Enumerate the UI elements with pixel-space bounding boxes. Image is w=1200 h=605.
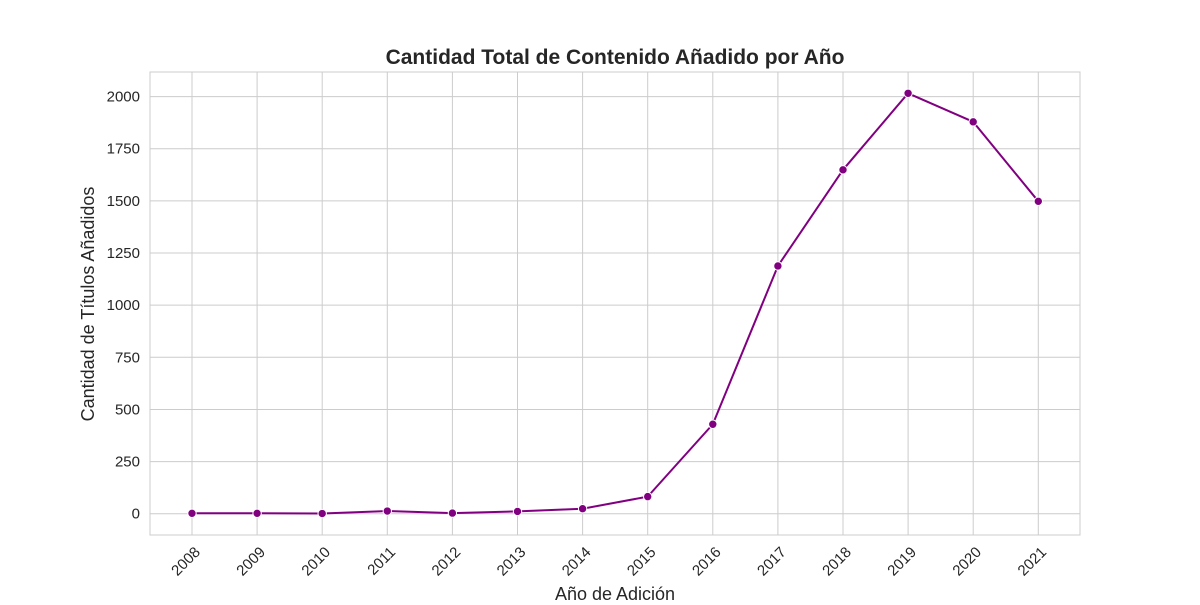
data-point-2013 (512, 506, 523, 517)
x-tick-label-2013: 2013 (494, 544, 530, 580)
y-tick-label-2000: 2000 (107, 89, 140, 106)
data-point-2011 (382, 506, 392, 516)
data-point-2009 (252, 508, 262, 519)
data-point-2012 (447, 508, 458, 518)
x-tick-label-2018: 2018 (819, 544, 855, 580)
y-tick-label-1250: 1250 (107, 245, 140, 262)
series-line-0 (192, 92, 1040, 515)
x-axis-label: Año de Adición (555, 584, 675, 600)
y-tick-label-1500: 1500 (107, 193, 140, 210)
x-tick-label-2019: 2019 (884, 544, 920, 580)
y-tick-label-1000: 1000 (107, 297, 140, 314)
x-tick-label-2020: 2020 (949, 544, 985, 580)
data-point-2016 (708, 419, 718, 429)
y-tick-label-500: 500 (115, 401, 140, 418)
x-tick-label-2008: 2008 (168, 544, 204, 580)
y-tick-label-250: 250 (115, 454, 140, 471)
y-tick-label-0: 0 (132, 506, 140, 523)
y-axis-ticks: 0 250 500 750 1000 1250 1500 1750 2000 (107, 89, 140, 523)
x-tick-label-2010: 2010 (298, 544, 334, 580)
data-point-2015 (643, 491, 653, 502)
grid-lines (150, 72, 1080, 535)
x-axis-ticks: 2008 2009 2010 2011 2012 2013 2014 2015 2016 2017… (168, 544, 1050, 580)
x-tick-label-2021: 2021 (1015, 544, 1051, 580)
chart-title: Cantidad Total de Contenido Añadido por … (386, 46, 845, 69)
data-point-2021 (1033, 196, 1044, 207)
data-point-2008 (187, 508, 197, 519)
x-tick-label-2015: 2015 (624, 544, 660, 580)
x-tick-label-2012: 2012 (429, 544, 465, 580)
data-point-2018 (838, 165, 848, 175)
data-point-2019 (903, 88, 913, 98)
x-tick-label-2011: 2011 (364, 544, 399, 579)
data-point-2014 (577, 504, 588, 514)
y-tick-label-750: 750 (115, 349, 140, 366)
series-layer (187, 88, 1044, 519)
y-axis-label: Cantidad de Títulos Añadidos (78, 187, 98, 422)
x-tick-label-2014: 2014 (559, 544, 595, 580)
data-point-2010 (317, 508, 327, 519)
data-point-2017 (773, 261, 783, 271)
x-tick-label-2009: 2009 (233, 544, 269, 580)
x-tick-label-2017: 2017 (754, 544, 790, 580)
y-tick-label-1750: 1750 (107, 141, 140, 158)
data-point-2020 (968, 117, 978, 127)
x-tick-label-2016: 2016 (689, 544, 725, 580)
plot-area-frame (149, 71, 1081, 536)
